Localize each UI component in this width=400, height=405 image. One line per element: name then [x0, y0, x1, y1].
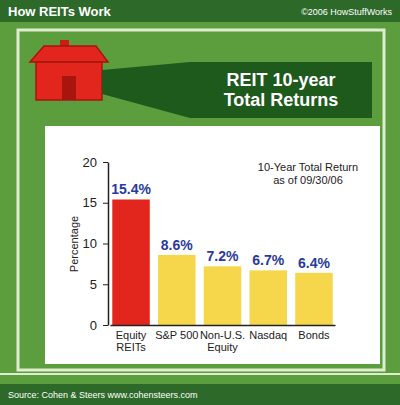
- x-tick: S&P 500: [155, 329, 198, 341]
- x-tick: Non-U.S.Equity: [200, 329, 245, 353]
- x-axis: EquityREITsS&P 500Non-U.S.EquityNasdaqBo…: [111, 326, 336, 353]
- y-tick-label: 0: [90, 318, 97, 333]
- text-line: S&P 500: [155, 329, 198, 341]
- data-label: 7.2%: [207, 248, 239, 264]
- text-line: REIT 10-year: [226, 70, 335, 90]
- header-band: [0, 0, 400, 22]
- bar: [112, 199, 150, 325]
- y-tick-mark: [103, 203, 108, 204]
- text-line: Equity: [207, 341, 238, 353]
- house-roof: [30, 46, 108, 62]
- y-tick-mark: [103, 244, 108, 245]
- x-tick-label: S&P 500: [155, 329, 198, 341]
- text-line: Total Returns: [224, 90, 339, 110]
- x-tick: Nasdaq: [249, 329, 287, 341]
- y-tick: 5: [90, 277, 108, 292]
- house-body: [36, 62, 102, 100]
- x-tick: EquityREITs: [116, 329, 147, 353]
- text-line: Equity: [116, 329, 147, 341]
- bar: [204, 266, 242, 325]
- y-tick-mark: [103, 284, 108, 285]
- data-label: 15.4%: [111, 181, 151, 197]
- y-tick-label: 10: [83, 236, 97, 251]
- x-tick: Bonds: [298, 329, 330, 341]
- y-tick: 20: [83, 155, 108, 170]
- y-axis-title: Percentage: [68, 216, 80, 272]
- text-line: as of 09/30/06: [273, 174, 343, 186]
- text-line: 10-Year Total Return: [258, 161, 358, 173]
- x-tick-label: Bonds: [298, 329, 330, 341]
- house-door: [62, 76, 76, 100]
- x-tick-label: EquityREITs: [116, 329, 147, 353]
- x-axis-line: [111, 325, 336, 327]
- road-line: [18, 30, 384, 370]
- chart-title: REIT 10-yearTotal Returns: [224, 70, 339, 110]
- y-tick-label: 15: [83, 195, 97, 210]
- data-label: 6.4%: [298, 255, 330, 271]
- bar: [295, 273, 333, 325]
- y-tick: 15: [83, 195, 108, 210]
- bar: [249, 270, 286, 325]
- y-tick: 10: [83, 236, 108, 251]
- plot-panel: [45, 126, 380, 364]
- data-label: 8.6%: [161, 237, 193, 253]
- y-tick: 0: [90, 318, 108, 333]
- road-line: [0, 373, 400, 375]
- y-tick-label: 5: [90, 277, 97, 292]
- text-line: Non-U.S.: [200, 329, 245, 341]
- y-tick-label: 20: [83, 155, 97, 170]
- text-line: Nasdaq: [249, 329, 287, 341]
- bars: [112, 199, 332, 325]
- text-line: Bonds: [298, 329, 330, 341]
- data-labels: 15.4% 8.6% 7.2% 6.7% 6.4%: [111, 181, 330, 270]
- house-icon: [30, 40, 108, 100]
- y-axis: 0 5 10 15 20: [83, 155, 109, 333]
- y-tick-mark: [103, 162, 108, 163]
- x-tick-label: Nasdaq: [249, 329, 287, 341]
- data-label: 6.7%: [252, 252, 284, 268]
- title-box: [102, 62, 372, 118]
- bar: [158, 255, 196, 325]
- header-credit: ©2006 HowStuffWorks: [301, 7, 392, 17]
- text-line: REITs: [116, 341, 146, 353]
- header-title: How REITs Work: [8, 4, 112, 19]
- subtitle: 10-Year Total Returnas of 09/30/06: [258, 161, 358, 186]
- y-tick-mark: [103, 325, 108, 326]
- source: Source: Cohen & Steers www.cohensteers.c…: [8, 390, 198, 400]
- chart-root: How REITs Work ©2006 HowStuffWorks Source:…: [0, 0, 400, 405]
- background: [0, 0, 400, 405]
- x-tick-label: Non-U.S.Equity: [200, 329, 245, 353]
- footer-band: [0, 384, 400, 405]
